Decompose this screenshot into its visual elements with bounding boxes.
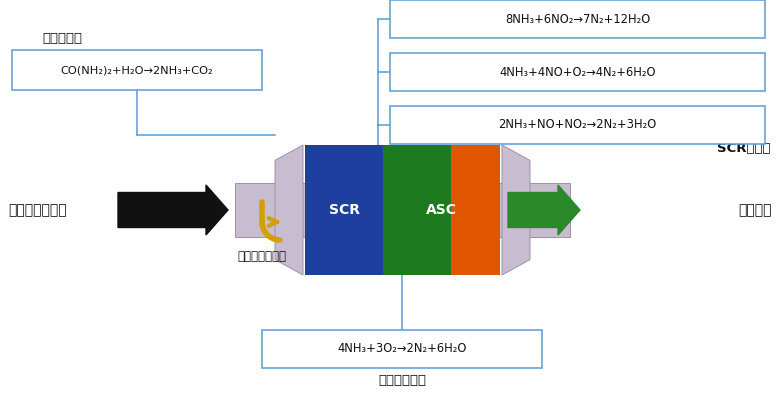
Text: 喷射尿素水溶液: 喷射尿素水溶液 [237, 250, 287, 263]
Text: 排放达标: 排放达标 [739, 203, 772, 217]
FancyBboxPatch shape [390, 53, 765, 91]
Bar [305, 145, 383, 275]
Text: 4NH₃+3O₂→2N₂+6H₂O: 4NH₃+3O₂→2N₂+6H₂O [338, 342, 467, 355]
FancyBboxPatch shape [12, 50, 262, 90]
Polygon shape [502, 145, 530, 275]
FancyBboxPatch shape [498, 183, 570, 237]
Bar [383, 145, 451, 275]
Polygon shape [275, 145, 303, 275]
FancyBboxPatch shape [390, 0, 765, 38]
FancyArrow shape [118, 185, 228, 235]
FancyBboxPatch shape [390, 106, 765, 144]
Text: 水解还原剂: 水解还原剂 [42, 32, 82, 45]
Text: SCR: SCR [329, 203, 359, 217]
Text: ASC: ASC [426, 203, 457, 217]
Bar [451, 145, 500, 275]
Text: 氨氧化化化剂: 氨氧化化化剂 [379, 374, 426, 387]
FancyArrow shape [508, 185, 580, 235]
Text: 4NH₃+4NO+O₂→4N₂+6H₂O: 4NH₃+4NO+O₂→4N₂+6H₂O [499, 66, 656, 79]
FancyBboxPatch shape [262, 330, 543, 368]
Text: 8NH₃+6NO₂→7N₂+12H₂O: 8NH₃+6NO₂→7N₂+12H₂O [505, 13, 650, 26]
FancyBboxPatch shape [235, 183, 307, 237]
Text: 发动机排放废气: 发动机排放废气 [8, 203, 66, 217]
Text: CO(NH₂)₂+H₂O→2NH₃+CO₂: CO(NH₂)₂+H₂O→2NH₃+CO₂ [61, 65, 213, 75]
Text: 2NH₃+NO+NO₂→2N₂+3H₂O: 2NH₃+NO+NO₂→2N₂+3H₂O [498, 118, 657, 131]
Text: SCR化化剂: SCR化化剂 [716, 142, 770, 155]
